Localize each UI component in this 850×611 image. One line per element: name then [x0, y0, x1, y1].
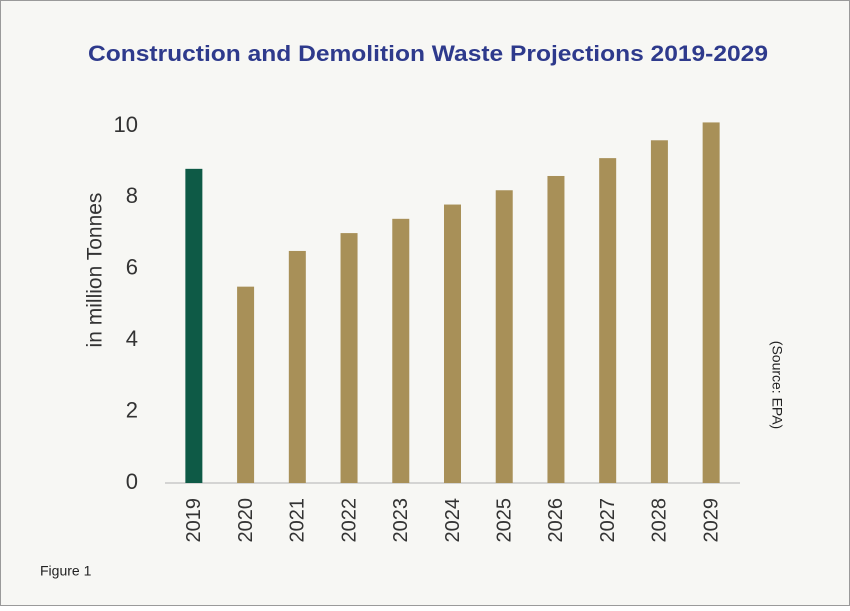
bar — [392, 218, 410, 483]
bar — [237, 286, 255, 483]
y-tick-label: 0 — [126, 469, 138, 494]
x-tick-label: 2025 — [494, 498, 516, 543]
bar — [650, 140, 668, 483]
bar — [444, 204, 461, 484]
y-axis-label: in million Tonnes — [84, 193, 107, 348]
chart-title: Construction and Demolition Waste Projec… — [88, 41, 768, 66]
y-tick-label: 4 — [126, 326, 138, 351]
source-note: (Source: EPA) — [769, 341, 785, 429]
x-tick-label: 2019 — [183, 498, 205, 543]
bar — [340, 233, 358, 483]
y-tick-label: 10 — [114, 112, 138, 137]
x-tick-label: 2021 — [287, 498, 309, 543]
x-tick-label: 2022 — [338, 498, 360, 543]
y-tick-label: 2 — [126, 397, 138, 422]
figure-label: Figure 1 — [40, 563, 92, 579]
x-tick-label: 2028 — [649, 498, 671, 543]
x-tick-label: 2027 — [597, 498, 619, 543]
bar — [702, 122, 720, 484]
x-tick-label: 2023 — [390, 498, 412, 543]
bar — [547, 175, 565, 484]
y-tick-label: 6 — [126, 255, 138, 280]
x-tick-label: 2026 — [545, 498, 567, 543]
bar — [185, 168, 203, 483]
x-tick-label: 2029 — [700, 498, 722, 543]
x-tick-label: 2020 — [235, 498, 257, 543]
x-tick-label: 2024 — [442, 498, 464, 543]
bar — [495, 190, 513, 483]
y-tick-label: 8 — [126, 183, 138, 208]
bar — [288, 250, 306, 483]
bar — [599, 158, 617, 483]
